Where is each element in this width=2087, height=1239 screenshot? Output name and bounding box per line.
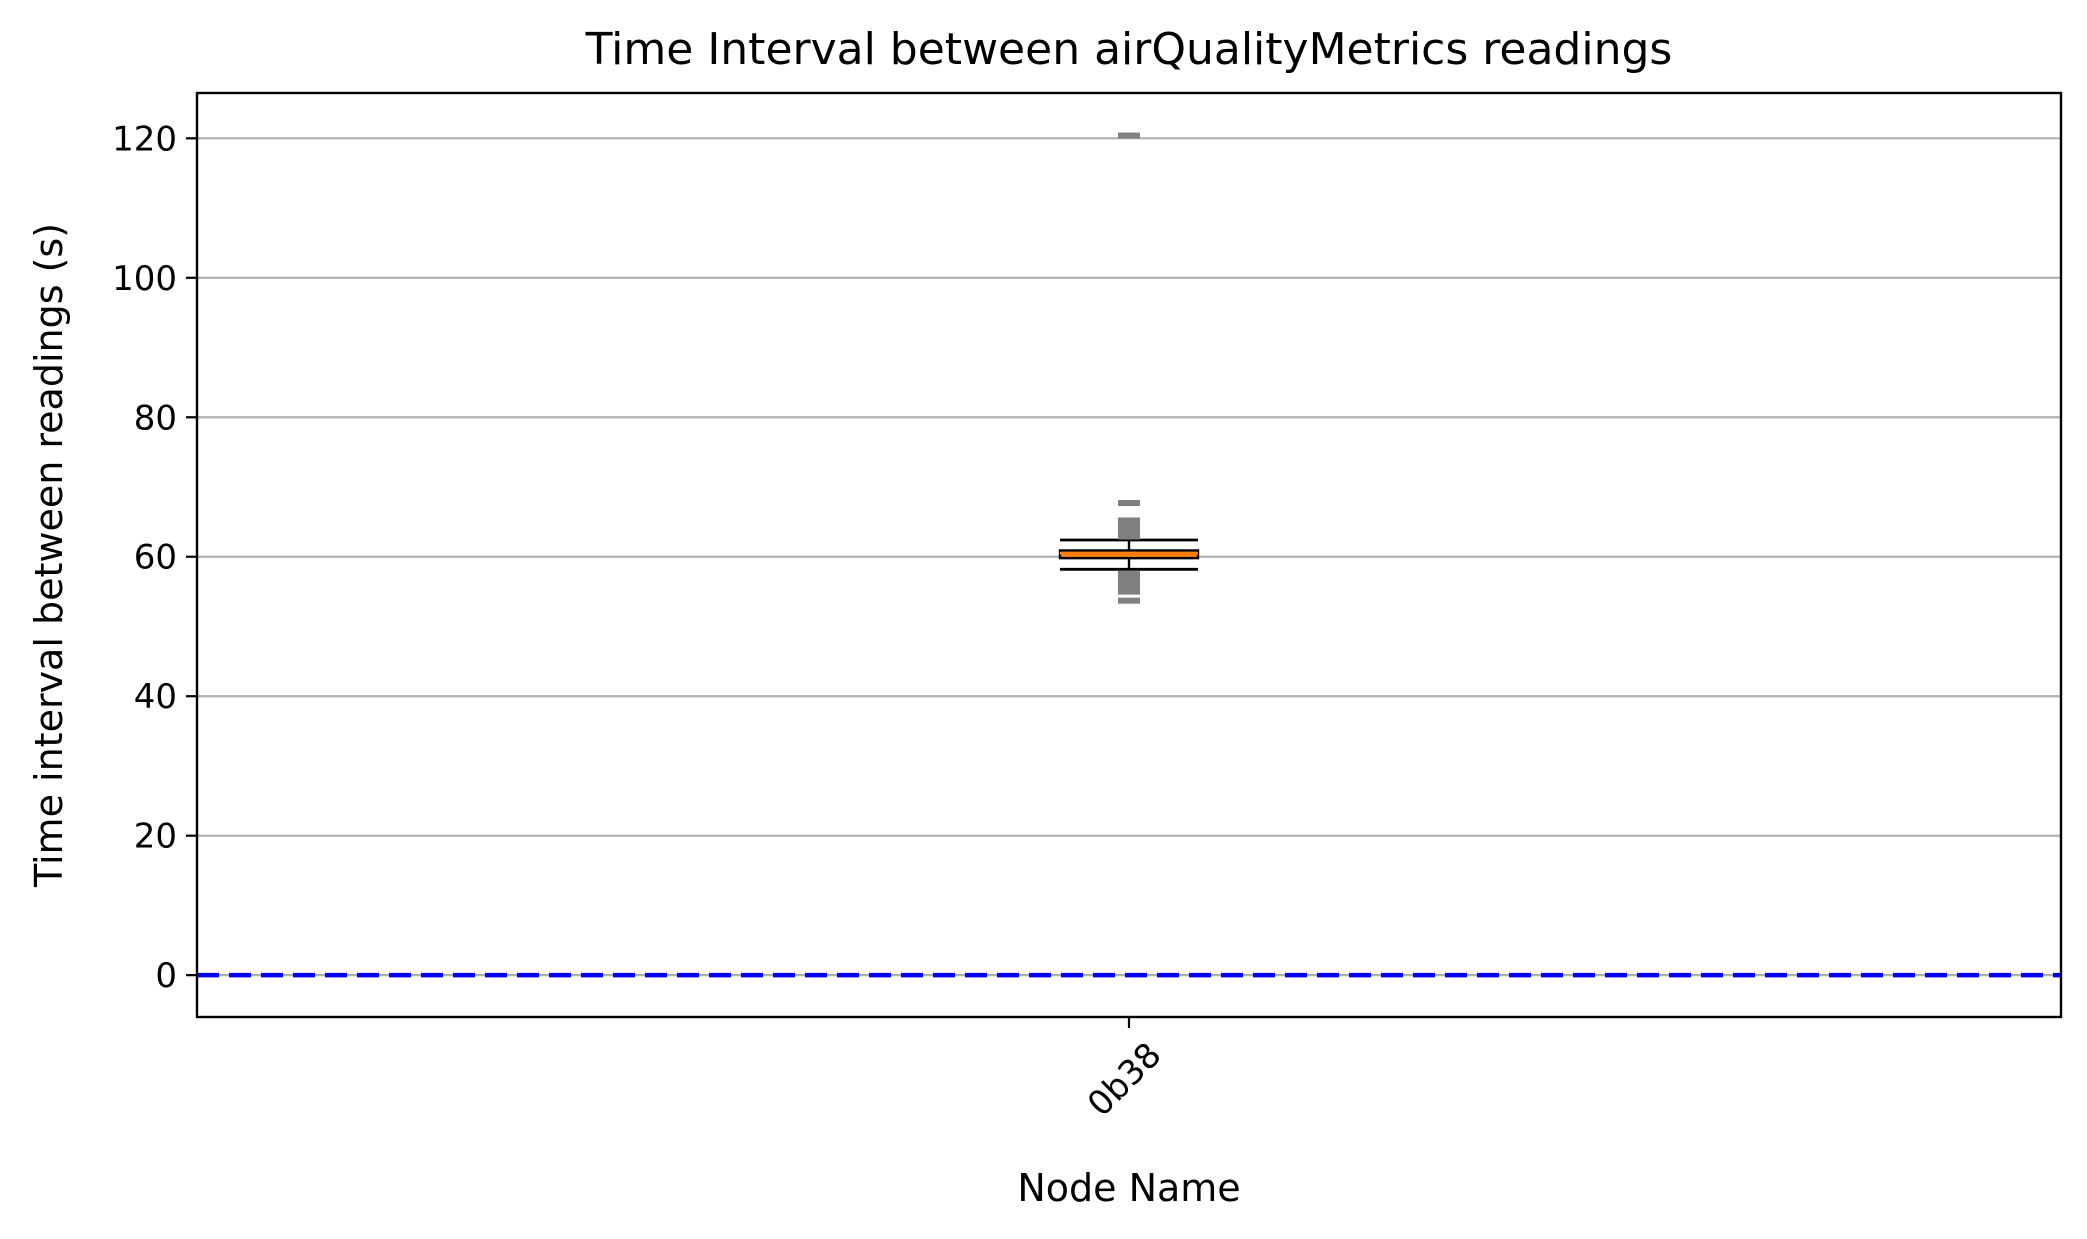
chart-title: Time Interval between airQualityMetrics …	[585, 24, 1673, 75]
outlier-point	[1118, 581, 1140, 588]
outlier-point	[1118, 585, 1140, 592]
y-tick-label: 0	[155, 956, 177, 996]
y-tick-label: 40	[134, 677, 177, 717]
y-tick-label: 100	[112, 259, 177, 299]
outlier-point	[1118, 597, 1140, 604]
y-tick-label: 60	[134, 538, 177, 578]
y-tick-label: 20	[134, 817, 177, 857]
outlier-point	[1118, 588, 1140, 595]
outlier-point	[1118, 574, 1140, 581]
x-tick-label: 0b38	[1080, 1035, 1169, 1124]
outlier-point	[1118, 521, 1140, 528]
outlier-point	[1118, 500, 1140, 507]
outlier-point	[1118, 525, 1140, 532]
y-tick-label: 80	[134, 398, 177, 438]
x-axis: 0b38	[1080, 1017, 1169, 1125]
outlier-point	[1118, 530, 1140, 537]
box-group	[1058, 132, 1200, 604]
x-axis-label: Node Name	[1017, 1166, 1240, 1210]
grid-lines	[197, 137, 2061, 977]
outlier-point	[1118, 578, 1140, 585]
outlier-point	[1118, 533, 1140, 540]
outlier-point	[1118, 132, 1140, 139]
outlier-point	[1118, 517, 1140, 524]
outlier-point	[1118, 570, 1140, 577]
y-axis: 0 20 40 60 80 100 120	[112, 119, 197, 996]
y-tick-label: 120	[112, 119, 177, 159]
y-axis-label: Time interval between readings (s)	[27, 223, 71, 888]
